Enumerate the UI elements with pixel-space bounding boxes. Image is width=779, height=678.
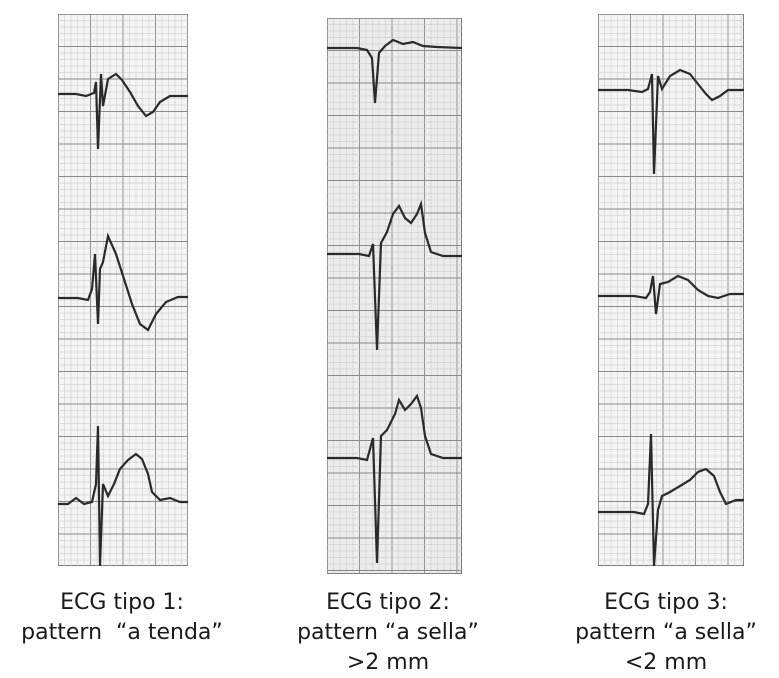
ecg-trace-lead-1	[327, 38, 462, 104]
ecg-paper	[598, 14, 744, 566]
caption-line: pattern “a sella”	[575, 620, 757, 645]
ecg-grid	[58, 14, 188, 566]
caption-line: ECG tipo 2:	[326, 590, 450, 615]
ecg-strip-type-1	[58, 14, 188, 566]
caption-line: pattern “a sella”	[297, 620, 479, 645]
ecg-trace-lead-2	[598, 274, 744, 315]
ecg-trace-lead-2	[327, 199, 462, 351]
caption-line: <2 mm	[624, 650, 708, 675]
caption-ecg-type-2: ECG tipo 2: pattern “a sella” >2 mm	[258, 588, 518, 678]
caption-line: ECG tipo 3:	[604, 590, 728, 615]
ecg-trace-lead-3	[327, 393, 462, 564]
caption-line: ECG tipo 1:	[60, 590, 184, 615]
ecg-strip-type-3	[598, 14, 744, 566]
ecg-trace-lead-2	[58, 232, 188, 332]
caption-ecg-type-1: ECG tipo 1: pattern “a tenda”	[0, 588, 252, 648]
caption-line: >2 mm	[346, 650, 430, 675]
ecg-paper	[327, 18, 462, 574]
ecg-trace-lead-1	[598, 68, 744, 175]
ecg-trace-lead-3	[58, 425, 188, 566]
caption-ecg-type-3: ECG tipo 3: pattern “a sella” <2 mm	[536, 588, 779, 678]
ecg-trace-lead-3	[598, 433, 744, 566]
ecg-strip-type-2	[327, 18, 462, 574]
caption-line: pattern “a tenda”	[21, 620, 223, 645]
ecg-grid	[327, 18, 462, 574]
ecg-trace-lead-1	[58, 72, 188, 150]
